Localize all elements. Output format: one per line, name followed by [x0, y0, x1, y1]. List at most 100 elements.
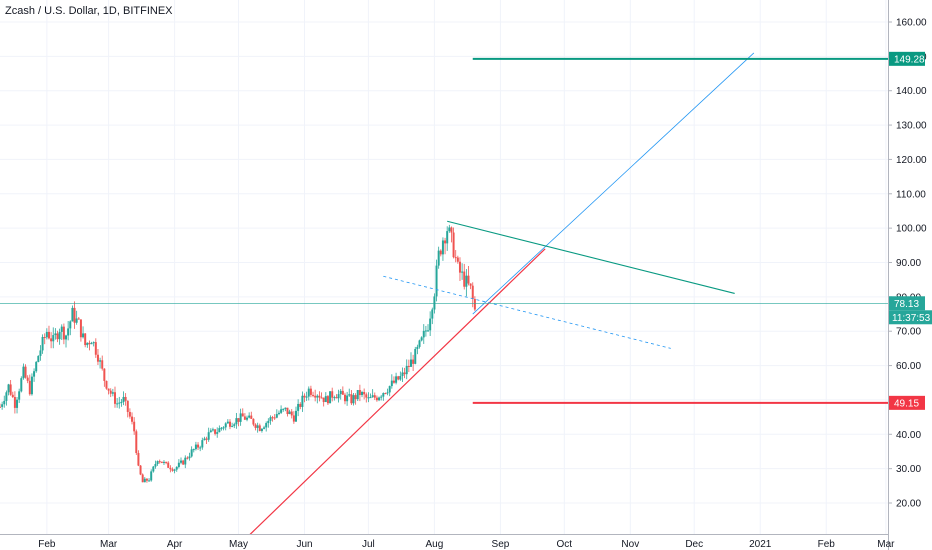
- candle-body: [346, 395, 349, 402]
- x-tick-label: Nov: [621, 539, 639, 550]
- candle-body: [207, 432, 210, 440]
- candle-body: [190, 449, 193, 457]
- current-price-label[interactable]: 78.13: [889, 296, 925, 311]
- price-axis[interactable]: [888, 0, 932, 550]
- candle-body: [395, 376, 398, 383]
- candle-body: [156, 461, 159, 465]
- y-tick-label: 40.00: [896, 430, 921, 441]
- candle-body: [314, 395, 317, 398]
- candle-body: [167, 462, 170, 468]
- candle-body: [341, 390, 344, 395]
- candle-body: [73, 307, 76, 323]
- support-line[interactable]: [246, 248, 546, 538]
- y-tick-label: 130.00: [896, 121, 927, 132]
- candle-body: [463, 271, 466, 287]
- y-tick-label: 70.00: [896, 327, 921, 338]
- candle-body: [343, 394, 346, 402]
- candle-body: [152, 466, 155, 472]
- candle-body: [299, 403, 302, 407]
- candle-body: [280, 409, 283, 413]
- candle-body: [33, 371, 36, 377]
- target-upper-price-label[interactable]: 149.28: [889, 51, 925, 66]
- candle-body: [441, 240, 444, 255]
- candle-body: [456, 257, 459, 262]
- candle-body: [192, 449, 195, 451]
- candle-body: [326, 396, 329, 404]
- upper-channel-line[interactable]: [472, 52, 755, 315]
- candle-body: [84, 333, 87, 346]
- candle-body: [450, 227, 453, 233]
- descending-resistance-line[interactable]: [447, 220, 735, 294]
- candle-body: [371, 395, 374, 398]
- candle-body: [111, 392, 114, 394]
- candle-body: [248, 415, 251, 418]
- candle-body: [446, 231, 449, 244]
- x-tick-label: Dec: [685, 539, 703, 550]
- candle-body: [269, 417, 272, 421]
- candle-body: [28, 380, 31, 395]
- candle-body: [409, 359, 412, 367]
- time-axis[interactable]: [0, 534, 888, 550]
- candle-body: [465, 275, 468, 287]
- candle-body: [1, 404, 4, 407]
- candle-body: [284, 407, 287, 409]
- x-tick-label: Apr: [167, 539, 183, 550]
- candle-body: [350, 394, 353, 404]
- y-tick-label: 110.00: [896, 189, 926, 200]
- candle-body: [96, 354, 99, 362]
- candle-body: [469, 283, 472, 286]
- candle-body: [75, 318, 78, 323]
- candle-body: [277, 412, 280, 415]
- candle-body: [235, 418, 238, 425]
- y-tick-label: 20.00: [896, 499, 921, 510]
- y-tick-label: 60.00: [896, 361, 921, 372]
- candle-body: [224, 423, 227, 428]
- candle-body: [86, 342, 89, 346]
- x-tick-label: Feb: [38, 539, 56, 550]
- candle-body: [99, 360, 102, 362]
- candle-body: [118, 402, 121, 404]
- descending-dashed-line[interactable]: [383, 275, 671, 349]
- candle-body: [79, 319, 82, 338]
- candle-body: [322, 397, 325, 403]
- candle-body: [182, 460, 185, 465]
- candle-body: [165, 461, 168, 463]
- candle-body: [399, 376, 402, 380]
- y-tick-label: 120.00: [896, 155, 927, 166]
- candle-body: [444, 240, 447, 244]
- candle-body: [448, 227, 451, 232]
- x-tick-label: 2021: [749, 539, 772, 550]
- candle-body: [352, 395, 355, 404]
- candle-body: [116, 403, 119, 405]
- candle-body: [220, 427, 223, 429]
- candle-body: [416, 346, 419, 349]
- candle-body: [246, 417, 249, 420]
- candle-body: [69, 321, 72, 329]
- candle-body: [175, 466, 178, 470]
- candle-body: [122, 396, 125, 402]
- candle-body: [216, 432, 219, 434]
- candle-body: [397, 376, 400, 380]
- candle-body: [231, 425, 234, 427]
- candle-body: [52, 335, 55, 342]
- lower-target-price-label-box: [889, 395, 925, 410]
- candle-body: [90, 343, 93, 345]
- candle-body: [305, 396, 308, 398]
- candle-body: [222, 427, 225, 429]
- candle-body: [137, 453, 140, 466]
- candle-body: [412, 359, 415, 364]
- x-tick-label: Jul: [362, 539, 375, 550]
- candle-body: [39, 350, 42, 356]
- candle-body: [186, 457, 189, 459]
- candle-body: [126, 400, 129, 412]
- candle-body: [177, 462, 180, 467]
- countdown-label: 11:37:53: [889, 310, 932, 325]
- candle-body: [286, 407, 289, 415]
- candle-body: [309, 388, 312, 395]
- lower-target-price-label[interactable]: 49.15: [889, 395, 925, 410]
- candle-body: [292, 415, 295, 422]
- y-tick-label: 90.00: [896, 258, 921, 269]
- x-tick-label: Feb: [818, 539, 836, 550]
